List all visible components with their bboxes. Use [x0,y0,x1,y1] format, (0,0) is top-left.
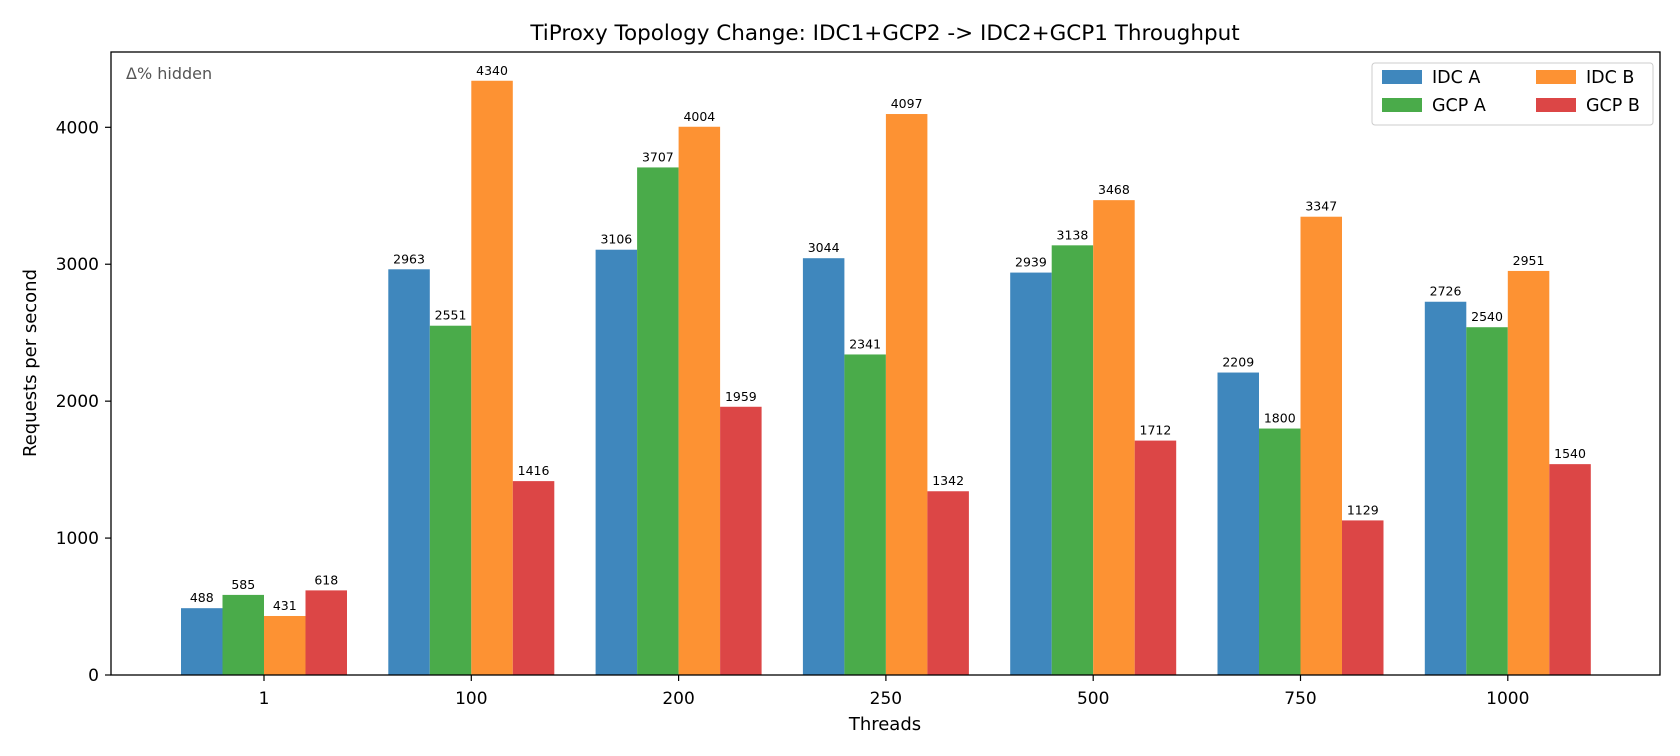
bar-gcp-a-100 [429,325,472,675]
bar-value-label: 1342 [932,473,964,488]
bar-value-label: 3044 [808,240,840,255]
bar-value-label: 3347 [1305,199,1337,214]
x-axis: 1 100 200 250 500 750 1000 [259,675,1529,709]
bar-idc-b-750 [1300,216,1342,676]
y-axis-label: Requests per second [20,269,41,457]
y-tick-label: 0 [88,666,99,686]
y-tick-label: 2000 [56,392,99,412]
bar-value-label: 1800 [1264,411,1296,426]
bar-gcp-b-750 [1342,520,1384,675]
bar-labels-group: 488 2963 3106 3044 2939 2209 2726 585 2551 3707 23… [190,63,1586,613]
legend-label: GCP B [1586,96,1640,116]
bar-gcp-a-200 [637,167,679,675]
bar-value-label: 2939 [1015,255,1047,270]
bar-value-label: 3138 [1057,227,1089,242]
bar-value-label: 2540 [1471,309,1503,324]
bar-gcp-a-750 [1259,428,1301,675]
legend-label: GCP A [1432,96,1486,116]
x-tick-label: 1000 [1486,689,1529,709]
bar-idc-b-100 [471,80,513,675]
bar-value-label: 4004 [683,109,715,124]
legend-swatch-gcp-b [1536,98,1576,112]
bar-value-label: 585 [231,577,255,592]
bar-value-label: 2551 [435,308,467,323]
y-tick-label: 4000 [56,118,99,138]
legend-swatch-idc-a [1382,70,1422,84]
bar-gcp-b-200 [720,406,762,675]
bar-value-label: 2726 [1430,284,1462,299]
bar-gcp-b-1 [305,590,347,675]
y-axis: 0 1000 2000 3000 4000 [56,118,111,686]
delta-hidden-note: Δ% hidden [126,64,212,83]
bar-value-label: 2341 [849,336,881,351]
bar-value-label: 1540 [1554,446,1586,461]
legend-box [1371,62,1654,126]
bar-value-label: 3707 [642,149,674,164]
x-tick-label: 500 [1077,689,1109,709]
bar-gcp-a-500 [1051,245,1094,675]
bar-gcp-a-1 [222,594,264,675]
legend: IDC A GCP A IDC B GCP B [1371,62,1654,126]
legend-swatch-gcp-a [1382,98,1422,112]
bar-idc-b-1 [264,615,306,675]
x-tick-label: 250 [870,689,902,709]
bar-value-label: 1959 [725,389,757,404]
y-tick-label: 3000 [56,255,99,275]
bar-idc-a-100 [388,269,430,675]
bar-idc-a-200 [595,249,638,675]
chart-title: TiProxy Topology Change: IDC1+GCP2 -> ID… [529,21,1239,46]
bar-value-label: 3468 [1098,182,1130,197]
x-tick-label: 1 [259,689,270,709]
bar-gcp-a-1000 [1466,327,1508,675]
bar-value-label: 2951 [1513,253,1545,268]
legend-label: IDC B [1586,68,1634,88]
y-tick-label: 1000 [56,529,99,549]
bars-group [181,80,1591,676]
x-tick-label: 750 [1284,689,1316,709]
bar-idc-a-750 [1217,372,1259,675]
x-tick-label: 200 [662,689,694,709]
bar-value-label: 488 [190,590,214,605]
bar-idc-b-250 [885,114,928,676]
bar-idc-b-500 [1093,200,1135,676]
bar-idc-a-1 [181,608,223,675]
bar-idc-b-1000 [1507,270,1550,675]
bar-value-label: 3106 [600,232,632,247]
bar-gcp-b-250 [927,491,969,675]
bar-gcp-b-100 [512,481,555,675]
bar-idc-a-500 [1010,272,1052,675]
bar-gcp-a-250 [844,354,886,675]
bar-value-label: 2963 [393,251,425,266]
bar-value-label: 1416 [518,463,550,478]
bar-value-label: 431 [273,598,297,613]
legend-label: IDC A [1432,68,1480,88]
bar-value-label: 2209 [1222,355,1254,370]
bar-idc-b-200 [678,126,721,675]
bar-value-label: 4097 [891,96,923,111]
bar-idc-a-250 [802,258,845,675]
bar-value-label: 618 [314,572,338,587]
bar-value-label: 1129 [1347,502,1379,517]
x-axis-label: Threads [848,714,921,735]
bar-gcp-b-1000 [1549,464,1591,675]
bar-gcp-b-500 [1134,440,1177,675]
bar-idc-a-1000 [1424,301,1467,675]
legend-swatch-idc-b [1536,70,1576,84]
bar-value-label: 1712 [1140,423,1172,438]
x-tick-label: 100 [455,689,487,709]
bar-value-label: 4340 [476,63,508,78]
